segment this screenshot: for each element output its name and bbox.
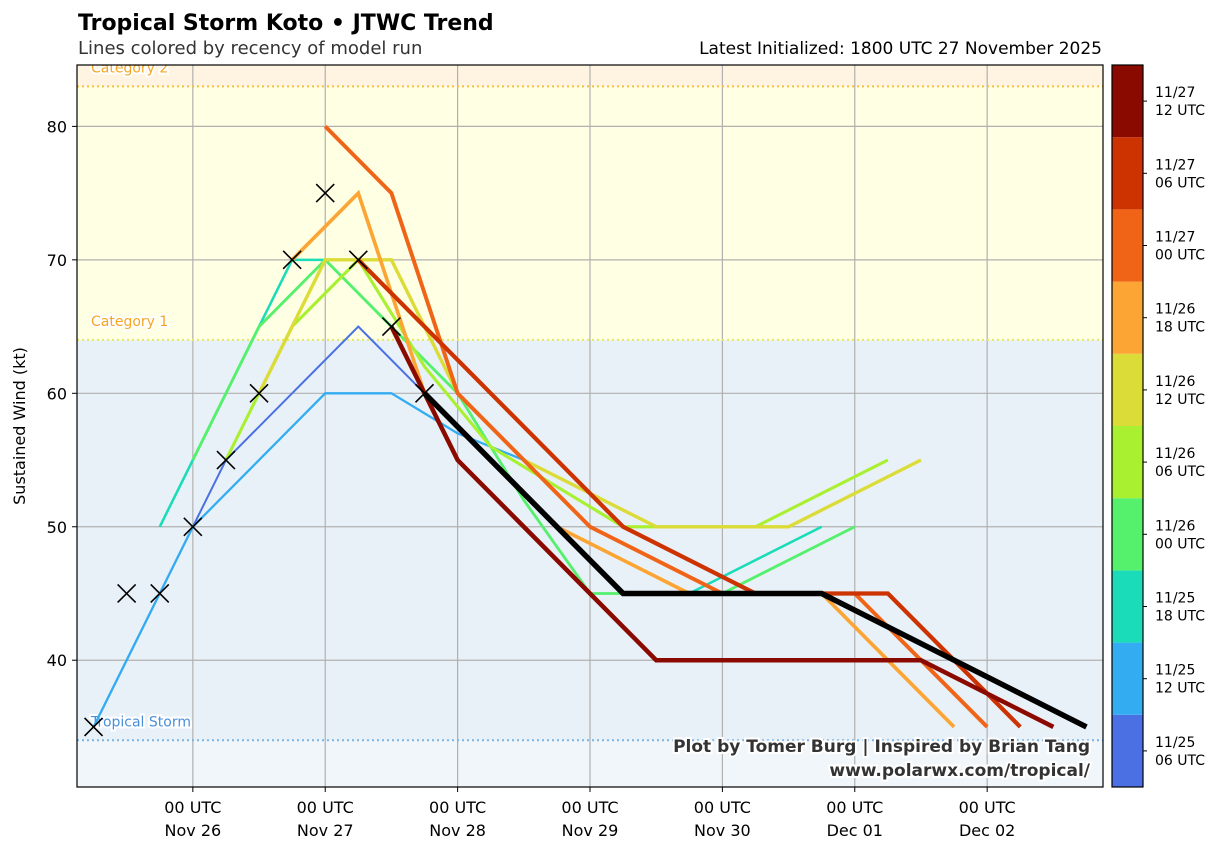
best-track-marker [150, 583, 170, 604]
best-track-markers [83, 183, 435, 737]
x-tick-label-date: Nov 26 [165, 821, 222, 840]
x-tick-label-time: 00 UTC [429, 798, 486, 817]
best-track-marker [282, 250, 302, 270]
series-lines [92, 125, 1088, 730]
x-axis-ticks: 00 UTC Nov 26 00 UTC Nov 27 00 UTC Nov 28 00 U… [164, 787, 1016, 840]
marker-stroke [150, 583, 170, 604]
colorbar-label-time: 06 UTC [1155, 175, 1205, 191]
colorbar-label-date: 11/25 [1155, 591, 1195, 607]
colorbar-swatch [1112, 714, 1143, 787]
colorbar-label-time: 06 UTC [1155, 753, 1205, 769]
colorbar-swatch [1112, 65, 1143, 138]
y-tick-label: 50 [47, 518, 67, 537]
colorbar-label-date: 11/27 [1155, 230, 1195, 246]
colorbar-label-time: 00 UTC [1155, 536, 1205, 552]
latest-forecast-line [422, 391, 1088, 730]
colorbar-swatch [1112, 281, 1143, 354]
chart-subtitle: Lines colored by recency of model run [78, 38, 422, 59]
colorbar-label-time: 00 UTC [1155, 248, 1205, 264]
colorbar-swatch [1112, 570, 1143, 643]
best-track-marker [381, 317, 401, 337]
forecast-line-11-27-06-utc [356, 258, 1022, 729]
colorbar-label-date: 11/26 [1155, 374, 1195, 390]
marker-stroke [249, 383, 269, 403]
best-track-marker [183, 517, 203, 537]
best-track-marker [315, 183, 335, 203]
y-axis-label: Sustained Wind (kt) [10, 347, 29, 505]
y-axis-ticks: 40 50 60 70 80 [47, 117, 77, 670]
marker-stroke [348, 250, 368, 270]
best-track-marker [117, 583, 137, 604]
colorbar-label-date: 11/25 [1155, 663, 1195, 679]
band-label: Category 1 [91, 314, 168, 330]
x-tick-label-date: Nov 30 [694, 821, 751, 840]
colorbar-label-date: 11/26 [1155, 446, 1195, 462]
marker-stroke [315, 183, 335, 203]
y-tick-label: 40 [47, 651, 67, 670]
colorbar-swatch [1112, 498, 1143, 571]
colorbar-frame [1111, 64, 1144, 788]
colorbar-swatch [1112, 642, 1143, 715]
y-tick-label: 70 [47, 251, 67, 270]
best-track-marker [249, 383, 269, 403]
x-tick-label-date: Dec 01 [827, 821, 883, 840]
marker-stroke [183, 517, 203, 537]
x-tick-label-time: 00 UTC [297, 798, 354, 817]
colorbar-swatch [1112, 353, 1143, 426]
best-track-marker [414, 383, 435, 403]
x-tick-label-date: Nov 29 [562, 821, 619, 840]
colorbar-label-date: 11/27 [1155, 157, 1195, 173]
band-label: Category 2 [91, 60, 168, 76]
marker-stroke [381, 317, 401, 337]
colorbar-swatch [1112, 209, 1143, 282]
x-tick-label-time: 00 UTC [164, 798, 221, 817]
forecast-line-11-27-12-utc [389, 325, 1055, 729]
marker-stroke [83, 717, 104, 737]
best-track-marker [216, 450, 236, 470]
x-tick-label-date: Nov 27 [297, 821, 354, 840]
best-track-marker [83, 717, 104, 737]
colorbar-label-time: 12 UTC [1155, 392, 1205, 408]
colorbar-label-date: 11/27 [1155, 85, 1195, 101]
colorbar-label-date: 11/26 [1155, 302, 1195, 318]
x-tick-label-time: 00 UTC [826, 798, 883, 817]
y-tick-label: 60 [47, 384, 67, 403]
latest-initialized: Latest Initialized: 1800 UTC 27 November… [699, 39, 1102, 59]
marker-stroke [216, 450, 236, 470]
colorbar-label-date: 11/25 [1155, 735, 1195, 751]
colorbar-legend: 11/25 06 UTC 11/25 12 UTC 11/25 18 UTC 11/26 00… [1111, 64, 1205, 788]
colorbar-label-date: 11/26 [1155, 518, 1195, 534]
marker-stroke [414, 383, 435, 403]
best-track-marker [348, 250, 368, 270]
x-tick-label-date: Dec 02 [959, 821, 1015, 840]
band-labels: Tropical Storm Category 1 Category 2 [77, 60, 1103, 742]
colorbar-swatch [1112, 426, 1143, 499]
y-tick-label: 80 [47, 117, 67, 136]
colorbar-label-time: 12 UTC [1155, 681, 1205, 697]
colorbar-label-time: 18 UTC [1155, 609, 1205, 625]
marker-stroke [117, 583, 137, 604]
credit-line-2: www.polarwx.com/tropical/ [829, 761, 1090, 781]
x-tick-label-time: 00 UTC [694, 798, 751, 817]
colorbar-swatch [1112, 137, 1143, 210]
credit-line-1: Plot by Tomer Burg | Inspired by Brian T… [673, 737, 1090, 757]
colorbar-label-time: 12 UTC [1155, 103, 1205, 119]
band-label: Tropical Storm [90, 714, 191, 730]
x-tick-label-time: 00 UTC [959, 798, 1016, 817]
x-tick-label-time: 00 UTC [561, 798, 618, 817]
colorbar-label-time: 18 UTC [1155, 320, 1205, 336]
x-tick-label-date: Nov 28 [429, 821, 486, 840]
colorbar-label-time: 06 UTC [1155, 464, 1205, 480]
marker-stroke [282, 250, 302, 270]
chart-title: Tropical Storm Koto • JTWC Trend [78, 11, 494, 36]
